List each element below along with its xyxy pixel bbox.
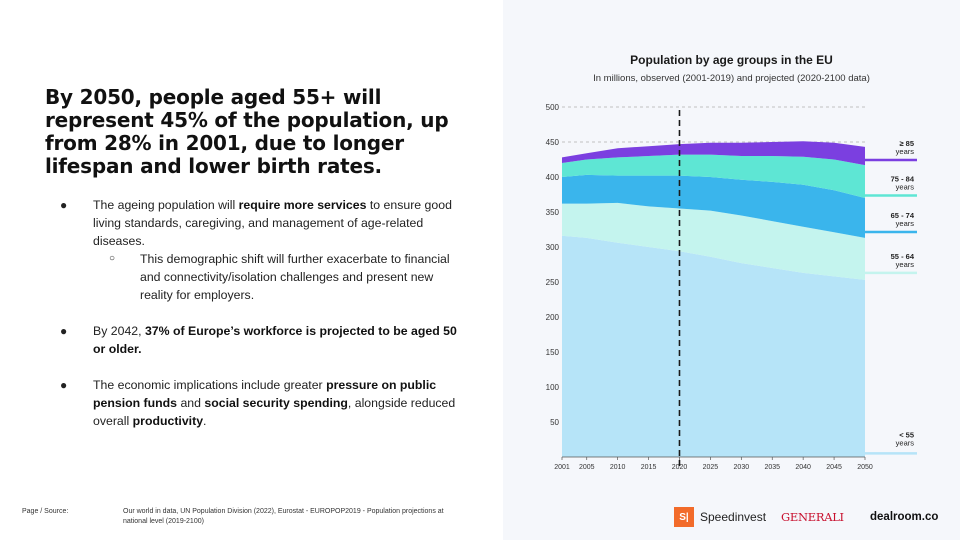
- x-tick-label: 2001: [554, 464, 570, 471]
- y-tick-label: 500: [546, 103, 560, 112]
- footer-source: Our world in data, UN Population Divisio…: [123, 508, 444, 525]
- y-tick-label: 200: [546, 313, 560, 322]
- y-tick-label: 150: [546, 348, 560, 357]
- x-tick-label: 2045: [826, 464, 842, 471]
- x-tick-label: 2040: [795, 464, 811, 471]
- x-tick-label: 2050: [857, 464, 873, 471]
- legend-label-unit: years: [896, 438, 915, 447]
- dealroom-wordmark: dealroom.co: [870, 511, 939, 523]
- bullet-dot-icon: ●: [60, 198, 68, 212]
- bullet-text: , alongside reduced overall: [93, 396, 456, 428]
- legend-label-unit: years: [896, 147, 915, 156]
- bullet-text: The economic implications include greate…: [93, 378, 327, 392]
- footer-label: Page / Source:: [22, 508, 69, 515]
- legend-label-range: 55 - 64: [891, 252, 915, 261]
- dealroom-logo: dealroom.co: [870, 506, 938, 528]
- x-tick-label: 2005: [579, 464, 595, 471]
- bullet-text: .: [203, 414, 207, 428]
- x-tick-label: 2020: [672, 464, 688, 471]
- bullet-bold-text: productivity: [132, 414, 204, 428]
- bullet-item-workforce: ● By 2042, 37% of Europe’s workforce is …: [60, 322, 460, 358]
- x-tick-label: 2035: [764, 464, 780, 471]
- area-chart: 50 100 150 200 250 300 350 400 450 500 2001 2005 201…: [546, 103, 917, 471]
- legend-label-range: 65 - 74: [891, 211, 915, 220]
- y-tick-label: 300: [546, 243, 560, 252]
- headline: By 2050, people aged 55+ will represent …: [45, 85, 449, 178]
- legend-label-unit: years: [896, 183, 915, 192]
- speedinvest-logo: S| Speedinvest: [674, 506, 766, 528]
- y-tick-label: 50: [550, 418, 559, 427]
- generali-logo: GENERALI: [781, 506, 844, 528]
- x-tick-label: 2010: [610, 464, 626, 471]
- y-tick-label: 350: [546, 208, 560, 217]
- speedinvest-wordmark: Speedinvest: [700, 510, 767, 524]
- x-tick-label: 2030: [734, 464, 750, 471]
- bullet-item-services: ● The ageing population will require mor…: [60, 196, 460, 250]
- legend-label-range: 75 - 84: [891, 175, 915, 184]
- generali-wordmark: GENERALI: [781, 510, 844, 524]
- area-series-1: [562, 202, 865, 280]
- speedinvest-mark-icon: S|: [674, 507, 694, 527]
- y-tick-label: 100: [546, 383, 560, 392]
- bullet-list: ● The ageing population will require mor…: [60, 196, 460, 430]
- legend-label-range: ≥ 85: [899, 139, 914, 148]
- legend-label-range: < 55: [899, 430, 914, 439]
- y-tick-label: 250: [546, 278, 560, 287]
- y-tick-label: 450: [546, 138, 560, 147]
- sub-bullet-item-shift: ○ This demographic shift will further ex…: [60, 250, 460, 304]
- bullet-text: The ageing population will: [93, 198, 239, 212]
- legend-label-unit: years: [896, 219, 915, 228]
- bullet-bold-text: require more services: [238, 198, 367, 212]
- legend-label-unit: years: [896, 260, 915, 269]
- x-tick-label: 2025: [703, 464, 719, 471]
- bullet-bold-text: 37% of Europe’s workforce is projected t…: [93, 324, 457, 356]
- sub-bullet-ring-icon: ○: [109, 253, 116, 264]
- area-series-2: [562, 174, 865, 238]
- bullet-text: By 2042,: [93, 324, 145, 338]
- bullet-dot-icon: ●: [60, 378, 68, 392]
- area-series-4: [562, 141, 865, 166]
- area-series-3: [562, 154, 865, 198]
- bullet-text: and: [177, 396, 205, 410]
- sub-bullet-text: This demographic shift will further exac…: [140, 252, 450, 302]
- bullet-text: to ensure good living standards, caregiv…: [93, 198, 452, 248]
- bullet-item-economic: ● The economic implications include grea…: [60, 376, 460, 430]
- y-tick-label: 400: [546, 173, 560, 182]
- bullet-bold-text: social security spending: [204, 396, 348, 410]
- x-tick-label: 2015: [641, 464, 657, 471]
- chart-title: Population by age groups in the EU: [630, 53, 833, 67]
- chart-subtitle: In millions, observed (2001-2019) and pr…: [593, 73, 870, 84]
- area-series-0: [562, 235, 865, 457]
- bullet-dot-icon: ●: [60, 324, 68, 338]
- bullet-bold-text: pressure on public pension funds: [93, 378, 437, 410]
